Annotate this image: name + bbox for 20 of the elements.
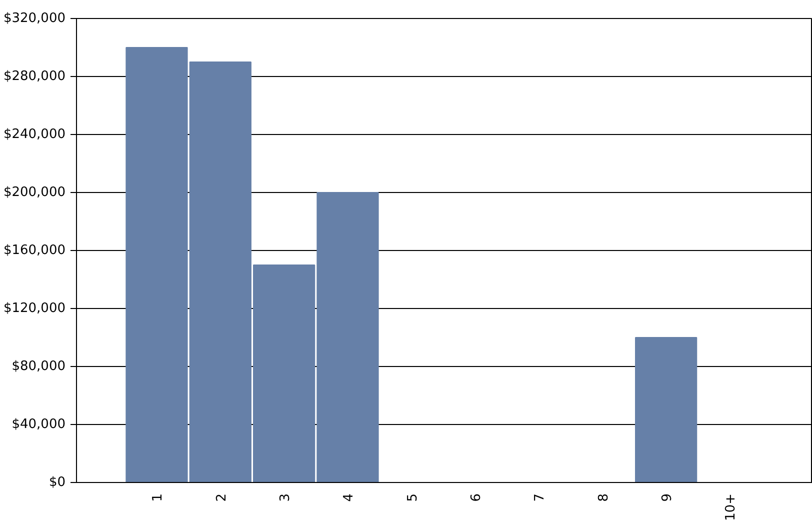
y-tick-label: $200,000 [3,185,66,200]
x-tick-label: 7 [532,493,548,502]
x-tick-label: 10+ [724,493,739,521]
x-tick-label: 3 [278,493,294,502]
x-tick-label: 6 [469,493,484,502]
x-tick-label: 2 [214,493,230,502]
x-tick-label: 4 [342,493,357,502]
y-tick-label: $240,000 [3,127,66,142]
x-tick-label: 5 [405,493,420,502]
x-tick-label: 9 [660,493,676,502]
y-tick-label: $280,000 [3,69,66,84]
y-tick-label: $0 [48,475,66,490]
bar [635,337,698,482]
y-tick-label: $80,000 [12,359,66,374]
x-tick-label: 1 [150,493,166,502]
y-tick-label: $160,000 [3,243,66,258]
y-tick-label: $40,000 [12,417,66,432]
y-tick-label: $120,000 [3,301,66,316]
x-tick-label: 8 [596,493,612,502]
y-tick-label: $320,000 [3,11,66,26]
